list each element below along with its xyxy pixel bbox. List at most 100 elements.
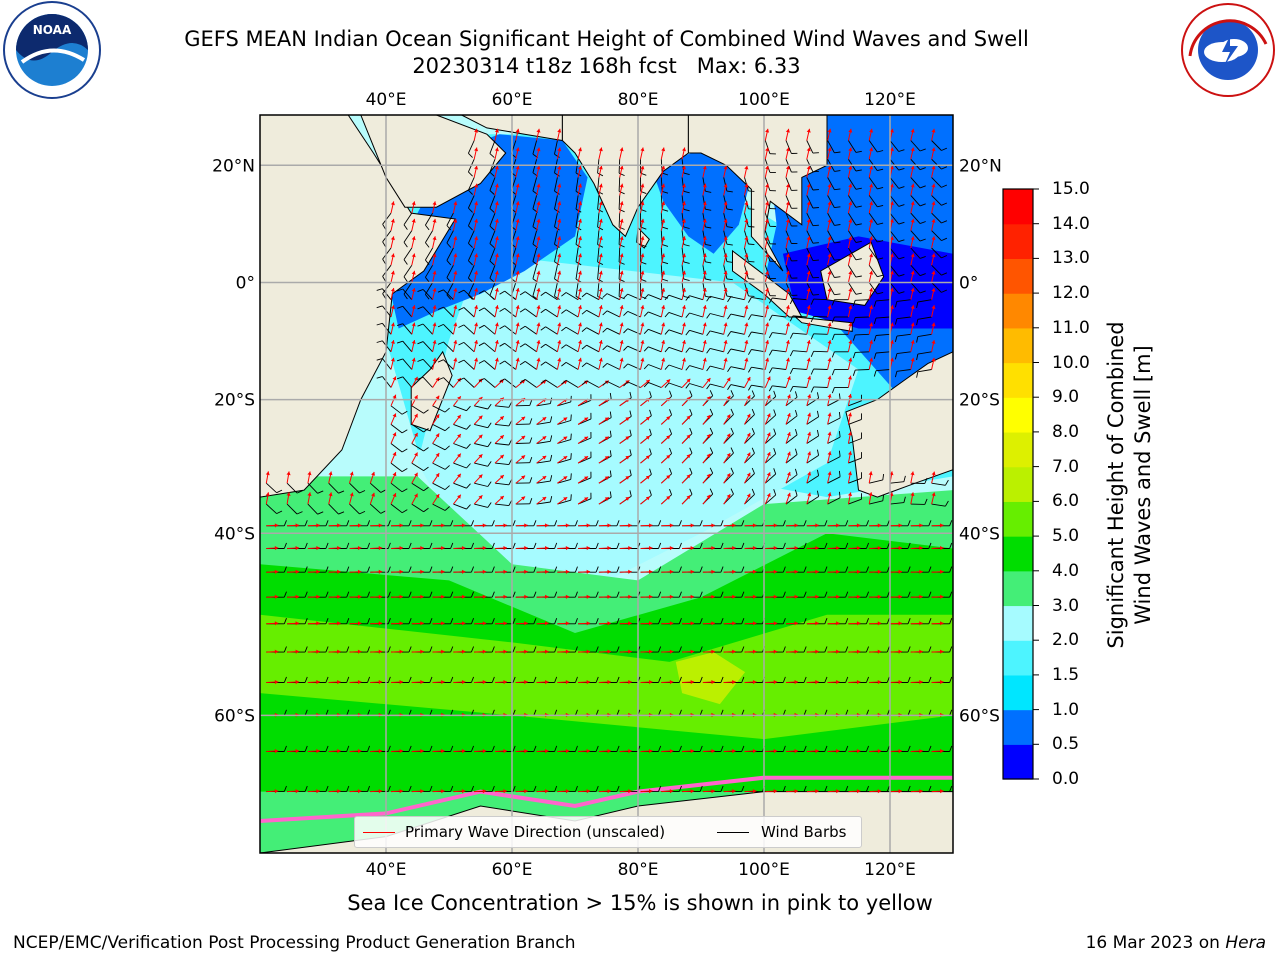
wave-direction-head (598, 340, 603, 344)
wave-direction-head (619, 357, 624, 362)
wave-direction-head (889, 288, 894, 292)
wind-barb-flag (683, 190, 690, 194)
wave-direction-head (390, 270, 395, 275)
wind-barb-flag (554, 243, 560, 248)
wind-barb-flag (664, 312, 670, 318)
wave-direction-head (744, 183, 749, 188)
noaa-logo-text: NOAA (33, 23, 72, 37)
wave-direction-head (702, 305, 707, 309)
wind-barb (474, 462, 488, 467)
wave-direction-head (432, 270, 437, 275)
wind-barb (382, 212, 392, 225)
wind-barb-flag (852, 317, 856, 324)
wind-barb (532, 282, 538, 297)
wind-barb (889, 212, 900, 225)
wind-barb-flag (529, 418, 533, 425)
wind-barb-flag (437, 341, 444, 345)
wind-barb-flag (609, 450, 612, 457)
wind-barb-flag (554, 261, 560, 266)
wind-barb-flag (852, 334, 856, 341)
wind-barb (484, 324, 496, 335)
wave-direction-head (807, 431, 812, 436)
wave-direction-head (536, 322, 541, 327)
wind-barb (411, 443, 424, 452)
wave-direction-head (869, 288, 874, 292)
wave-region-bay-bengal (650, 146, 752, 254)
wind-barb-flag (789, 386, 794, 392)
wave-direction-head (640, 218, 645, 223)
wave-direction-head (848, 288, 853, 292)
wind-barb-flag (894, 301, 898, 308)
wave-direction-head (889, 270, 894, 275)
wind-barb-flag (649, 448, 652, 455)
wind-barb-flag (549, 416, 553, 423)
wind-barb-flag (444, 445, 450, 451)
colorbar-tick-label: 13.0 (1052, 248, 1090, 269)
wind-barb-flag (602, 293, 608, 298)
wind-barb-flag (689, 467, 693, 474)
wave-direction-head (474, 201, 479, 206)
wave-direction-head (557, 236, 562, 241)
colorbar-swatch (1003, 709, 1033, 745)
wind-barb-flag (794, 391, 798, 398)
colorbar-tick-label: 11.0 (1052, 317, 1090, 338)
wave-direction-head (578, 288, 582, 292)
wind-barb-flag (554, 295, 560, 300)
colorbar-swatch (1003, 744, 1033, 780)
wave-direction-head (702, 201, 707, 206)
wind-barb-flag (898, 167, 905, 171)
wave-direction-head (827, 394, 832, 398)
wind-barb-flag (446, 225, 452, 231)
wave-direction-head (474, 183, 479, 188)
wind-barb (422, 376, 433, 388)
wind-barb-flag (478, 290, 485, 294)
wind-barb (411, 405, 424, 414)
wave-direction-head (785, 288, 790, 292)
wave-direction-head (494, 357, 499, 362)
wave-direction-head (542, 476, 547, 480)
wind-barb-flag (664, 364, 670, 370)
wind-barb (575, 282, 579, 297)
wave-direction-head (827, 218, 832, 223)
wind-barb (453, 405, 467, 412)
wind-barb (889, 140, 900, 152)
wave-direction-head (390, 305, 395, 309)
colorbar-swatch (1003, 431, 1033, 468)
wave-direction-head (432, 218, 437, 223)
wind-barb (827, 230, 835, 244)
wave-direction-head (578, 201, 582, 206)
wave-direction-head (515, 357, 520, 362)
wind-barb (504, 360, 517, 370)
wind-barb-flag (789, 368, 794, 374)
land-borneo (820, 241, 885, 306)
wave-direction-head (640, 270, 645, 275)
wind-barb (467, 230, 475, 244)
wind-barb (917, 369, 932, 373)
wind-barb-flag (709, 447, 714, 454)
wave-direction-head (806, 340, 811, 344)
wave-direction-head (390, 340, 395, 344)
wind-barb-flag (643, 311, 649, 317)
wind-barb-flag (602, 327, 608, 333)
wave-region-south-lime (260, 614, 953, 740)
wind-barb-flag (689, 390, 693, 397)
wind-barb (532, 230, 538, 245)
wind-barb-flag (838, 411, 841, 419)
wind-barb (432, 482, 446, 491)
wave-direction-head (453, 201, 458, 206)
wind-barb-flag (376, 305, 383, 309)
wind-barb-flag (789, 298, 794, 305)
wind-barb (660, 177, 663, 192)
wind-barb (875, 299, 891, 302)
wave-direction-head (682, 218, 686, 223)
wave-direction-head (414, 452, 418, 457)
wave-direction-head (785, 357, 790, 362)
wind-barb (910, 247, 921, 259)
wind-barb (689, 295, 704, 301)
wind-barb-flag (685, 365, 690, 371)
wave-direction-head (578, 270, 582, 275)
wind-barb-flag (529, 399, 533, 406)
wind-barb (848, 400, 862, 407)
wind-barb (554, 247, 558, 262)
